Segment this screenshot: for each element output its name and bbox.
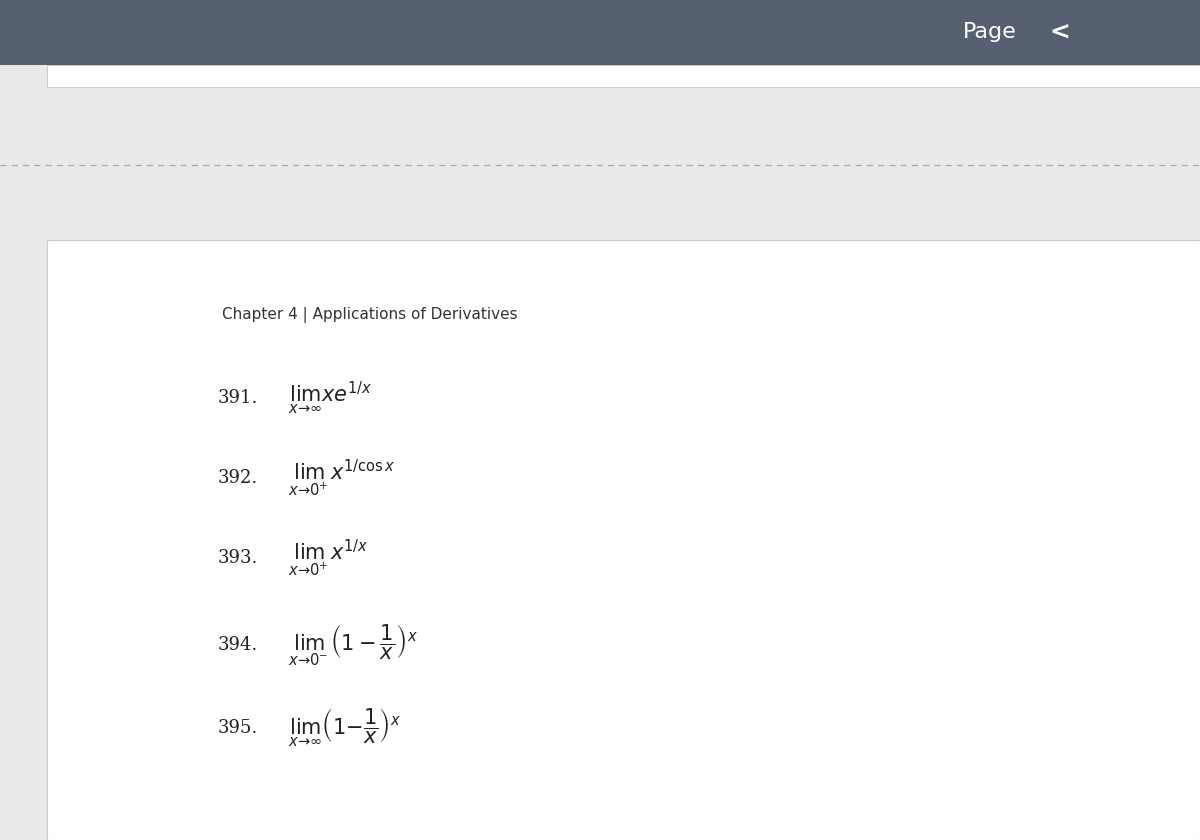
Bar (0, 0, 1200, 65)
Text: $\lim_{x \to 0^-} \left(1 - \dfrac{1}{x}\right)^{x}$: $\lim_{x \to 0^-} \left(1 - \dfrac{1}{x}… (288, 622, 418, 668)
Text: Chapter 4 | Applications of Derivatives: Chapter 4 | Applications of Derivatives (222, 307, 517, 323)
Text: Page: Page (964, 23, 1016, 43)
Bar (47, 65, 1200, 87)
Text: 393.: 393. (218, 549, 258, 567)
Text: 395.: 395. (218, 719, 258, 737)
Text: $\lim_{x \to \infty} \left(1 - \dfrac{1}{x}\right)^{x}$: $\lim_{x \to \infty} \left(1 - \dfrac{1}… (288, 706, 401, 749)
Bar (47, 240, 1200, 840)
Text: 392.: 392. (218, 469, 258, 487)
Text: $\lim_{x \to \infty} xe^{1/x}$: $\lim_{x \to \infty} xe^{1/x}$ (288, 379, 373, 417)
Text: $\lim_{x \to 0^+} x^{1/x}$: $\lim_{x \to 0^+} x^{1/x}$ (288, 538, 368, 579)
Text: 394.: 394. (218, 636, 258, 654)
Text: 391.: 391. (218, 389, 258, 407)
Text: $\lim_{x \to 0^+} x^{1/\cos x}$: $\lim_{x \to 0^+} x^{1/\cos x}$ (288, 457, 395, 499)
Text: <: < (1050, 20, 1070, 45)
